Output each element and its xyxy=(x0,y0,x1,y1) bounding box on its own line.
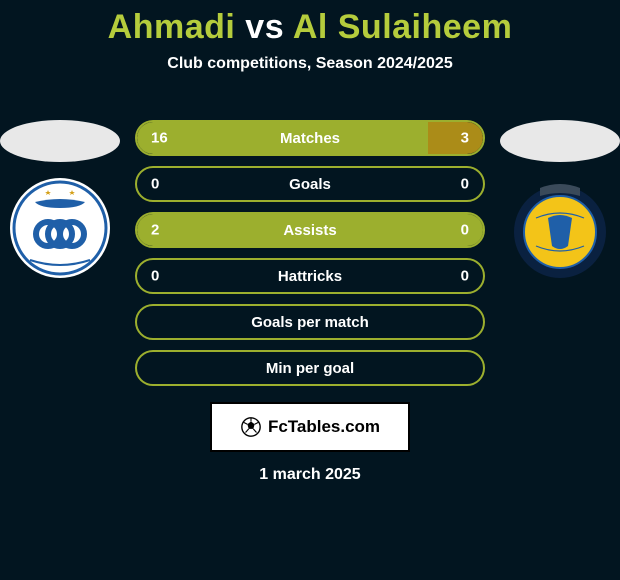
player-right-column xyxy=(500,120,620,278)
stat-value-left: 16 xyxy=(151,130,168,147)
player-left-column xyxy=(0,120,120,278)
player2-club-badge xyxy=(510,178,610,278)
footer: FcTables.com 1 march 2025 xyxy=(0,392,620,484)
page-title: Ahmadi vs Al Sulaiheem xyxy=(0,0,620,47)
stat-row: 0 0 Goals xyxy=(135,166,485,202)
stat-value-right: 0 xyxy=(461,176,469,193)
club-right-icon xyxy=(510,178,610,278)
stat-value-right: 3 xyxy=(461,130,469,147)
player1-avatar xyxy=(0,120,120,162)
stat-label: Min per goal xyxy=(266,360,354,377)
player1-club-badge xyxy=(10,178,110,278)
vs-text: vs xyxy=(235,8,292,46)
stat-row: Min per goal xyxy=(135,350,485,386)
soccer-ball-icon xyxy=(240,416,262,438)
stat-row: Goals per match xyxy=(135,304,485,340)
stat-row: 16 3 Matches xyxy=(135,120,485,156)
stat-fill-right xyxy=(428,122,483,154)
stat-value-right: 0 xyxy=(461,268,469,285)
stat-label: Goals per match xyxy=(251,314,369,331)
site-badge: FcTables.com xyxy=(210,402,410,452)
site-name: FcTables.com xyxy=(268,417,380,437)
player1-name: Ahmadi xyxy=(108,8,236,46)
club-left-icon xyxy=(10,178,110,278)
stat-row: 2 0 Assists xyxy=(135,212,485,248)
stat-label: Goals xyxy=(289,176,331,193)
stat-row: 0 0 Hattricks xyxy=(135,258,485,294)
player2-name: Al Sulaiheem xyxy=(293,8,513,46)
player2-avatar xyxy=(500,120,620,162)
stat-value-left: 0 xyxy=(151,268,159,285)
stat-label: Matches xyxy=(280,130,340,147)
footer-date: 1 march 2025 xyxy=(0,466,620,484)
stats-container: 16 3 Matches 0 0 Goals 2 0 Assists 0 0 Hattricks Goa… xyxy=(135,120,485,396)
stat-value-right: 0 xyxy=(461,222,469,239)
stat-value-left: 0 xyxy=(151,176,159,193)
stat-label: Assists xyxy=(283,222,336,239)
stat-label: Hattricks xyxy=(278,268,342,285)
stat-value-left: 2 xyxy=(151,222,159,239)
subtitle: Club competitions, Season 2024/2025 xyxy=(0,55,620,73)
